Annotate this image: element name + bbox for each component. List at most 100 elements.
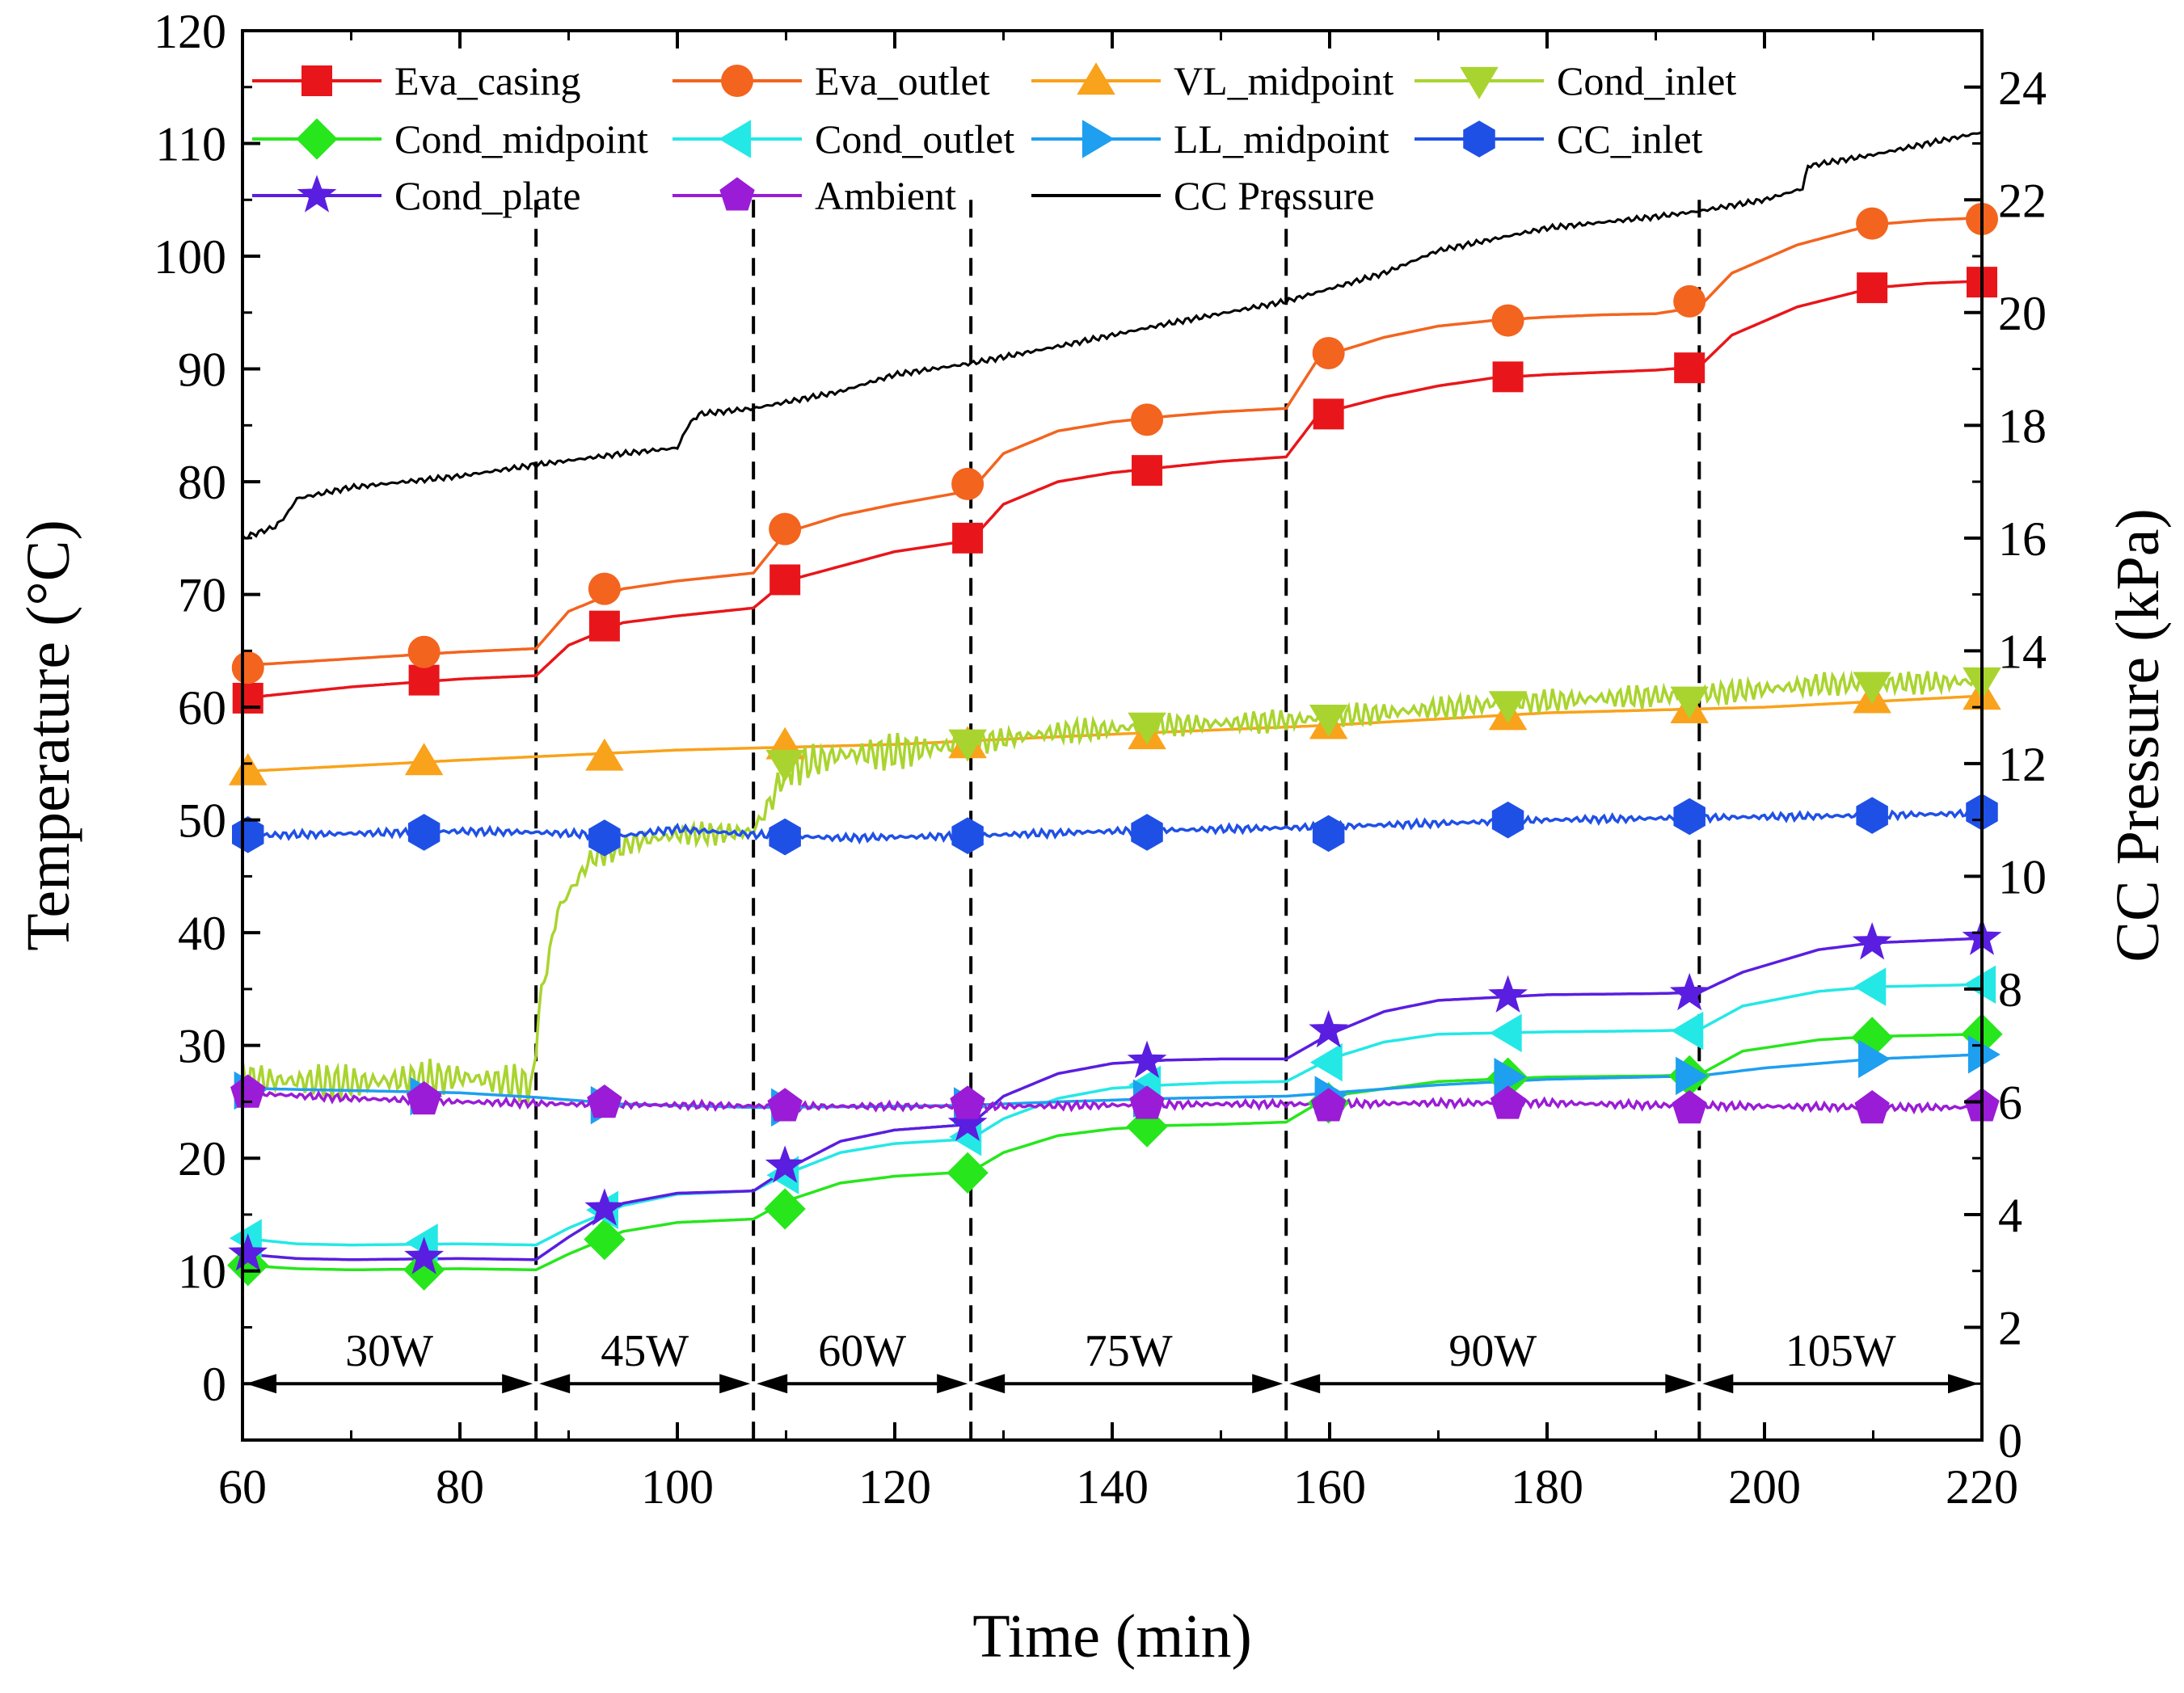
data-point: [1857, 272, 1888, 304]
data-point: [1128, 712, 1166, 745]
data-point: [1491, 801, 1524, 839]
power-label: 105W: [1786, 1326, 1896, 1376]
data-point: [1312, 337, 1345, 370]
power-label: 45W: [601, 1326, 689, 1376]
data-point: [1127, 1040, 1167, 1078]
y-tick-label: 70: [178, 569, 226, 622]
x-tick-label: 80: [436, 1460, 484, 1514]
data-point: [588, 610, 620, 642]
y2-tick-label: 22: [1998, 174, 2047, 227]
data-point: [952, 522, 984, 554]
data-point: [1126, 1106, 1168, 1148]
power-label: 30W: [345, 1326, 433, 1376]
data-point: [1852, 922, 1892, 960]
data-point: [1132, 455, 1163, 486]
data-point: [1313, 398, 1344, 430]
series-line: [241, 130, 1983, 540]
legend-label: LL_midpoint: [1174, 116, 1389, 162]
legend-marker: [1463, 120, 1495, 158]
data-point: [765, 749, 804, 782]
data-point: [584, 1188, 625, 1226]
data-point: [1856, 797, 1888, 834]
series-line: [242, 279, 1983, 700]
legend-label: Cond_inlet: [1557, 58, 1736, 103]
y-tick-label: 20: [178, 1132, 226, 1186]
legend-label: Eva_outlet: [815, 58, 990, 103]
legend-marker: [1081, 120, 1115, 158]
data-point: [951, 817, 984, 854]
data-point: [231, 815, 264, 853]
y-tick-label: 100: [154, 230, 226, 284]
series-markers: [227, 202, 2003, 1291]
data-point: [407, 635, 441, 668]
power-arrowhead-left: [1289, 1374, 1321, 1394]
y-tick-label: 80: [178, 456, 226, 509]
data-point: [585, 738, 624, 771]
data-point: [951, 467, 984, 500]
legend-label: VL_midpoint: [1174, 58, 1393, 103]
data-point: [1309, 704, 1348, 737]
y2-tick-label: 14: [1998, 625, 2047, 678]
data-point: [764, 1188, 806, 1230]
y2-tick-label: 6: [1998, 1076, 2022, 1129]
x-tick-label: 220: [1946, 1460, 2018, 1514]
data-point: [588, 819, 621, 857]
y-tick-label: 60: [178, 681, 226, 735]
data-point: [227, 1244, 269, 1287]
y2-tick-label: 24: [1998, 61, 2047, 115]
data-point: [1672, 1090, 1707, 1124]
y-tick-label: 30: [178, 1020, 226, 1073]
y-tick-label: 120: [154, 5, 226, 58]
data-point: [1670, 686, 1709, 719]
data-point: [1851, 1017, 1893, 1059]
power-arrowhead-right: [719, 1374, 751, 1394]
series-line: [241, 670, 1984, 1104]
data-point: [1488, 975, 1528, 1013]
data-point: [1669, 972, 1710, 1011]
legend-marker: [719, 120, 752, 158]
power-arrowhead-right: [1948, 1374, 1979, 1394]
y2-axis-title: CC Pressure (kPa): [2104, 508, 2172, 962]
data-point: [769, 512, 802, 545]
data-point: [588, 572, 621, 605]
power-label: 90W: [1448, 1326, 1537, 1376]
series-lines: [241, 130, 1984, 1272]
legend-marker: [301, 65, 332, 96]
data-point: [767, 1088, 803, 1122]
legend-marker: [296, 118, 338, 160]
data-point: [769, 564, 801, 596]
power-arrowhead-left: [1702, 1374, 1734, 1394]
power-arrowhead-right: [502, 1374, 533, 1394]
legend-label: Cond_midpoint: [394, 116, 648, 162]
y-tick-label: 10: [178, 1245, 226, 1299]
data-point: [1131, 814, 1163, 851]
data-point: [1489, 1013, 1522, 1053]
data-point: [1671, 1011, 1704, 1051]
data-point: [1488, 691, 1528, 724]
series-line: [242, 983, 1983, 1247]
x-tick-label: 60: [218, 1460, 267, 1514]
y2-tick-label: 16: [1998, 512, 2047, 566]
x-tick-label: 100: [641, 1460, 714, 1514]
data-point: [231, 651, 264, 684]
data-point: [1491, 304, 1524, 337]
legend-marker: [297, 175, 337, 213]
data-point: [1312, 815, 1345, 853]
data-point: [1854, 1090, 1890, 1124]
data-point: [765, 1145, 805, 1183]
data-point: [1129, 1085, 1165, 1119]
power-arrowhead-right: [937, 1374, 968, 1394]
data-point: [407, 814, 441, 851]
x-axis-title: Time (min): [972, 1602, 1252, 1670]
y2-tick-label: 10: [1998, 850, 2047, 903]
legend-label: Cond_plate: [394, 173, 581, 218]
data-point: [769, 818, 801, 856]
series-line: [242, 694, 1983, 773]
legend-marker: [1077, 62, 1115, 95]
legend-label: Eva_casing: [394, 58, 580, 103]
y2-tick-label: 8: [1998, 963, 2022, 1017]
data-point: [1131, 403, 1164, 436]
data-point: [1856, 207, 1889, 240]
data-point: [403, 1249, 445, 1291]
